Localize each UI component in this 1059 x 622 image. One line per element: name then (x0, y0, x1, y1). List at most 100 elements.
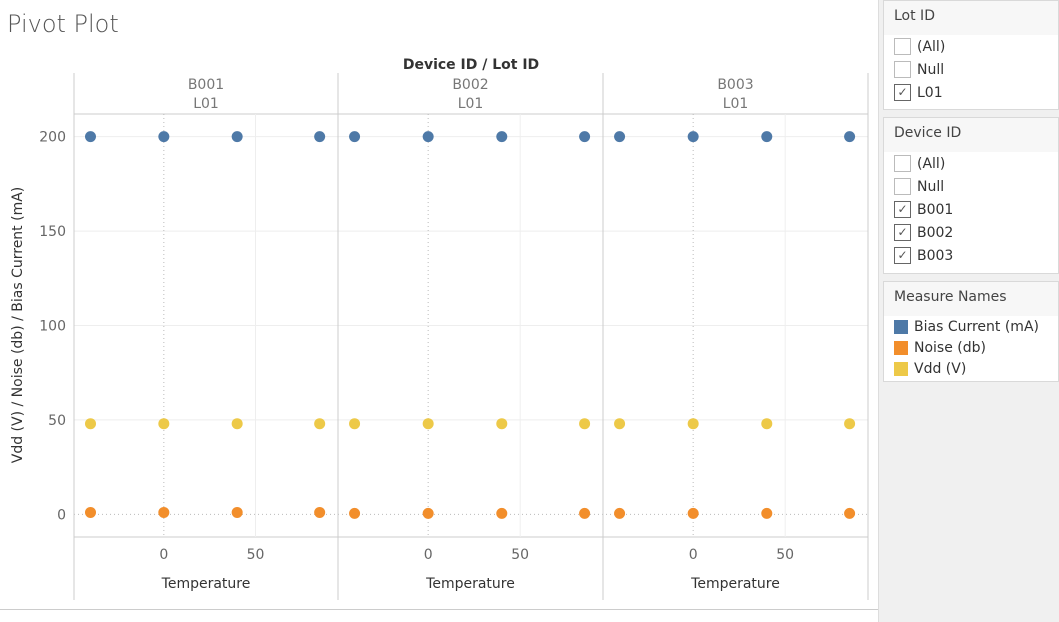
filter-title: Lot ID (884, 1, 1058, 35)
y-tick-label: 150 (39, 224, 66, 240)
x-axis-label: Temperature (425, 576, 515, 592)
panel-lot-label: L01 (458, 96, 484, 112)
data-point (85, 418, 96, 430)
column-header-title: Device ID / Lot ID (403, 57, 539, 73)
page-title: Pivot Plot (7, 10, 119, 38)
data-point (687, 131, 699, 143)
x-tick-label: 50 (511, 547, 529, 563)
checkbox[interactable]: ✓ (894, 84, 911, 101)
filter-item-all[interactable]: (All) (884, 35, 1058, 58)
data-point (349, 418, 361, 430)
x-tick-label: 50 (776, 547, 794, 563)
filter-item-label: Null (917, 61, 945, 78)
x-axis-label: Temperature (161, 576, 251, 592)
x-tick-label: 50 (247, 547, 265, 563)
filter-item-label: B001 (917, 201, 954, 218)
legend-item[interactable]: Noise (db) (884, 337, 1058, 358)
filter-item-label: (All) (917, 38, 946, 55)
checkbox[interactable] (894, 155, 911, 172)
y-tick-label: 50 (48, 413, 66, 429)
legend-swatch (894, 319, 908, 334)
data-point (761, 418, 773, 430)
filter-item-b003[interactable]: ✓ B003 (884, 244, 1058, 267)
data-point (314, 131, 326, 143)
data-point (761, 507, 773, 519)
legend-label: Bias Current (mA) (914, 318, 1039, 335)
data-point (579, 507, 591, 519)
data-point (579, 418, 591, 430)
data-point (231, 418, 243, 430)
data-point (314, 506, 326, 518)
filter-item-null[interactable]: Null (884, 58, 1058, 81)
device-id-filter: Device ID (All) Null ✓ B001 ✓ B002 ✓ B003 (883, 117, 1059, 274)
filter-sidebar: Lot ID (All) Null ✓ L01 Device ID (All) Null… (878, 0, 1059, 622)
x-axis-label: Temperature (690, 576, 780, 592)
pivot-scatter-chart: Device ID / Lot ID Vdd (V) / Noise (db) /… (10, 57, 869, 600)
data-point (844, 507, 856, 519)
data-point (85, 131, 96, 143)
lot-id-filter: Lot ID (All) Null ✓ L01 (883, 0, 1059, 110)
filter-item-b001[interactable]: ✓ B001 (884, 198, 1058, 221)
checkbox[interactable] (894, 178, 911, 195)
data-point (314, 418, 326, 430)
y-tick-label: 0 (57, 507, 66, 523)
data-point (422, 507, 434, 519)
legend-label: Vdd (V) (914, 360, 967, 377)
data-point (687, 418, 699, 430)
x-tick-label: 0 (689, 547, 698, 563)
checkbox[interactable] (894, 61, 911, 78)
panel-device-label: B002 (452, 77, 488, 93)
checkbox[interactable]: ✓ (894, 201, 911, 218)
data-point (85, 506, 96, 518)
divider (0, 609, 878, 610)
checkbox[interactable]: ✓ (894, 247, 911, 264)
data-point (158, 418, 170, 430)
data-point (844, 131, 856, 143)
checkbox[interactable]: ✓ (894, 224, 911, 241)
data-point (349, 507, 361, 519)
legend-label: Noise (db) (914, 339, 986, 356)
data-point (496, 507, 508, 519)
y-tick-label: 100 (39, 319, 66, 335)
filter-item-label: L01 (917, 84, 943, 101)
data-point (422, 131, 434, 143)
checkbox[interactable] (894, 38, 911, 55)
legend-item[interactable]: Vdd (V) (884, 358, 1058, 379)
legend-item[interactable]: Bias Current (mA) (884, 316, 1058, 337)
measure-names-legend: Measure Names Bias Current (mA) Noise (db… (883, 281, 1059, 382)
data-point (614, 418, 626, 430)
panel-lot-label: L01 (723, 96, 749, 112)
data-point (231, 506, 243, 518)
x-tick-label: 0 (159, 547, 168, 563)
filter-item-b002[interactable]: ✓ B002 (884, 221, 1058, 244)
filter-item-label: Null (917, 178, 945, 195)
data-point (844, 418, 856, 430)
panel-device-label: B003 (717, 77, 753, 93)
data-point (687, 507, 699, 519)
data-point (231, 131, 243, 143)
data-point (496, 418, 508, 430)
data-point (614, 131, 626, 143)
data-point (761, 131, 773, 143)
y-tick-label: 200 (39, 130, 66, 146)
filter-item-label: B003 (917, 247, 954, 264)
data-point (496, 131, 508, 143)
filter-item-label: (All) (917, 155, 946, 172)
filter-title: Device ID (884, 118, 1058, 152)
x-tick-label: 0 (424, 547, 433, 563)
filter-item-l01[interactable]: ✓ L01 (884, 81, 1058, 104)
data-point (158, 131, 170, 143)
legend-swatch (894, 340, 908, 355)
data-point (614, 507, 626, 519)
legend-title: Measure Names (884, 282, 1058, 316)
y-axis-label: Vdd (V) / Noise (db) / Bias Current (mA) (10, 187, 26, 464)
data-point (349, 131, 361, 143)
filter-item-all[interactable]: (All) (884, 152, 1058, 175)
panel-lot-label: L01 (193, 96, 219, 112)
legend-swatch (894, 361, 908, 376)
data-point (579, 131, 591, 143)
filter-item-null[interactable]: Null (884, 175, 1058, 198)
filter-item-label: B002 (917, 224, 954, 241)
data-point (422, 418, 434, 430)
data-point (158, 506, 170, 518)
